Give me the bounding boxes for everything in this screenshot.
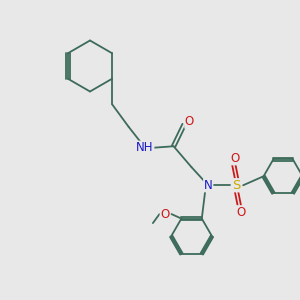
Text: O: O	[185, 115, 194, 128]
Text: O: O	[160, 208, 170, 220]
Text: O: O	[230, 152, 240, 165]
Text: O: O	[236, 206, 246, 219]
Text: N: N	[204, 179, 212, 192]
Text: S: S	[232, 179, 241, 192]
Text: NH: NH	[136, 141, 154, 154]
